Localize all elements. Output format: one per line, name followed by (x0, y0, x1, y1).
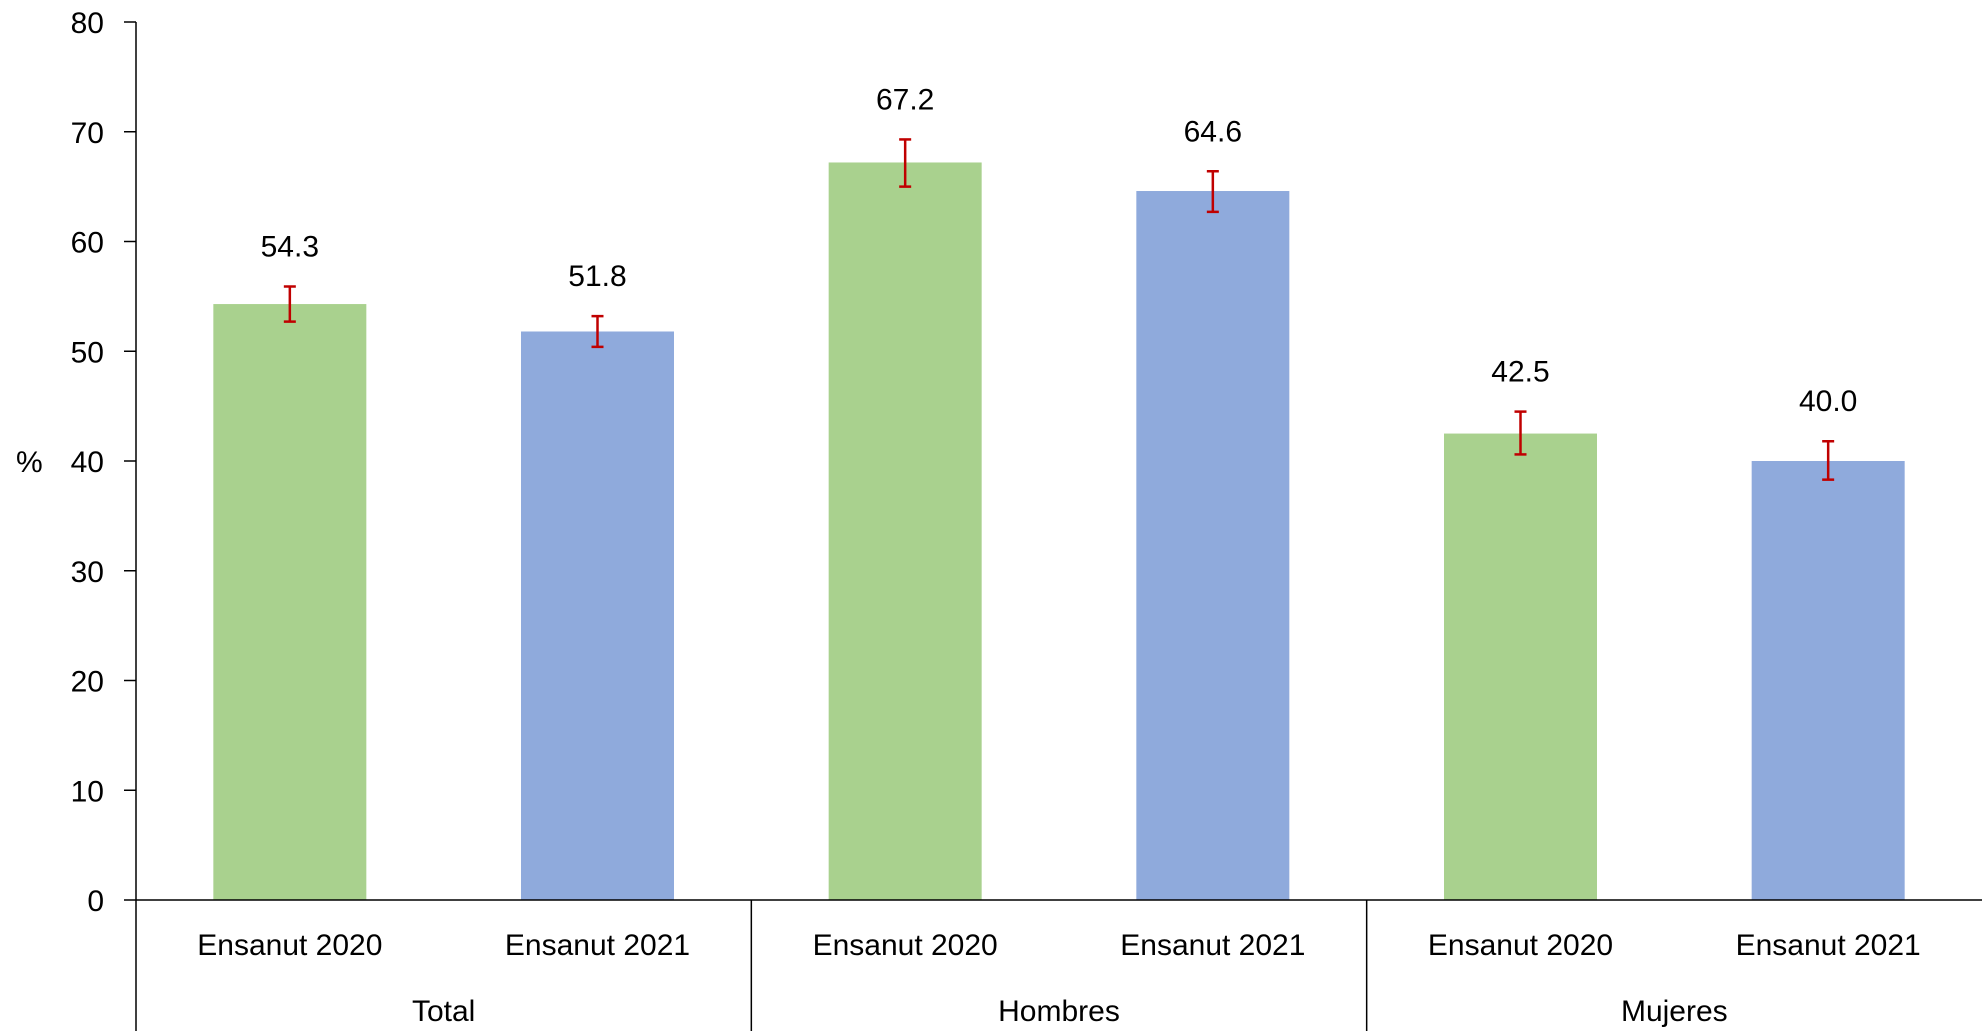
y-tick-label: 50 (71, 336, 104, 369)
group-label: Total (412, 995, 475, 1028)
x-tick-label: Ensanut 2020 (197, 929, 382, 962)
y-tick-label: 60 (71, 227, 104, 260)
y-axis-ticks: 0 10 20 30 40 50 60 70 80 (71, 7, 136, 918)
data-label: 42.5 (1491, 356, 1549, 389)
x-tick-label: Ensanut 2021 (1120, 929, 1305, 962)
x-tick-label: Ensanut 2021 (1736, 929, 1921, 962)
y-tick-label: 70 (71, 117, 104, 150)
bar (828, 162, 982, 901)
data-label: 67.2 (876, 83, 934, 116)
x-tick-label: Ensanut 2020 (813, 929, 998, 962)
x-tick-label: Ensanut 2020 (1428, 929, 1613, 962)
y-tick-label: 10 (71, 775, 104, 808)
x-axis-labels: Ensanut 2020 Ensanut 2021 Total Ensanut 202… (197, 900, 1921, 1031)
data-label: 64.6 (1184, 115, 1242, 148)
data-label: 51.8 (568, 260, 626, 293)
bars (213, 162, 1905, 901)
group-label: Hombres (998, 995, 1120, 1028)
group-label: Mujeres (1621, 995, 1728, 1028)
bar (521, 331, 674, 900)
y-tick-label: 30 (71, 556, 104, 589)
data-labels: 54.3 51.8 67.2 64.6 42.5 40.0 (261, 83, 1858, 418)
y-tick-label: 40 (71, 446, 104, 479)
bar (1751, 461, 1905, 900)
bar (1136, 191, 1290, 900)
bar (1444, 433, 1597, 900)
y-tick-label: 0 (87, 885, 104, 918)
x-tick-label: Ensanut 2021 (505, 929, 690, 962)
y-axis-label: % (16, 446, 43, 479)
bar (213, 304, 367, 900)
data-label: 40.0 (1799, 385, 1857, 418)
data-label: 54.3 (261, 230, 319, 263)
error-bars (283, 138, 1835, 481)
y-tick-label: 20 (71, 666, 104, 699)
y-tick-label: 80 (71, 7, 104, 40)
